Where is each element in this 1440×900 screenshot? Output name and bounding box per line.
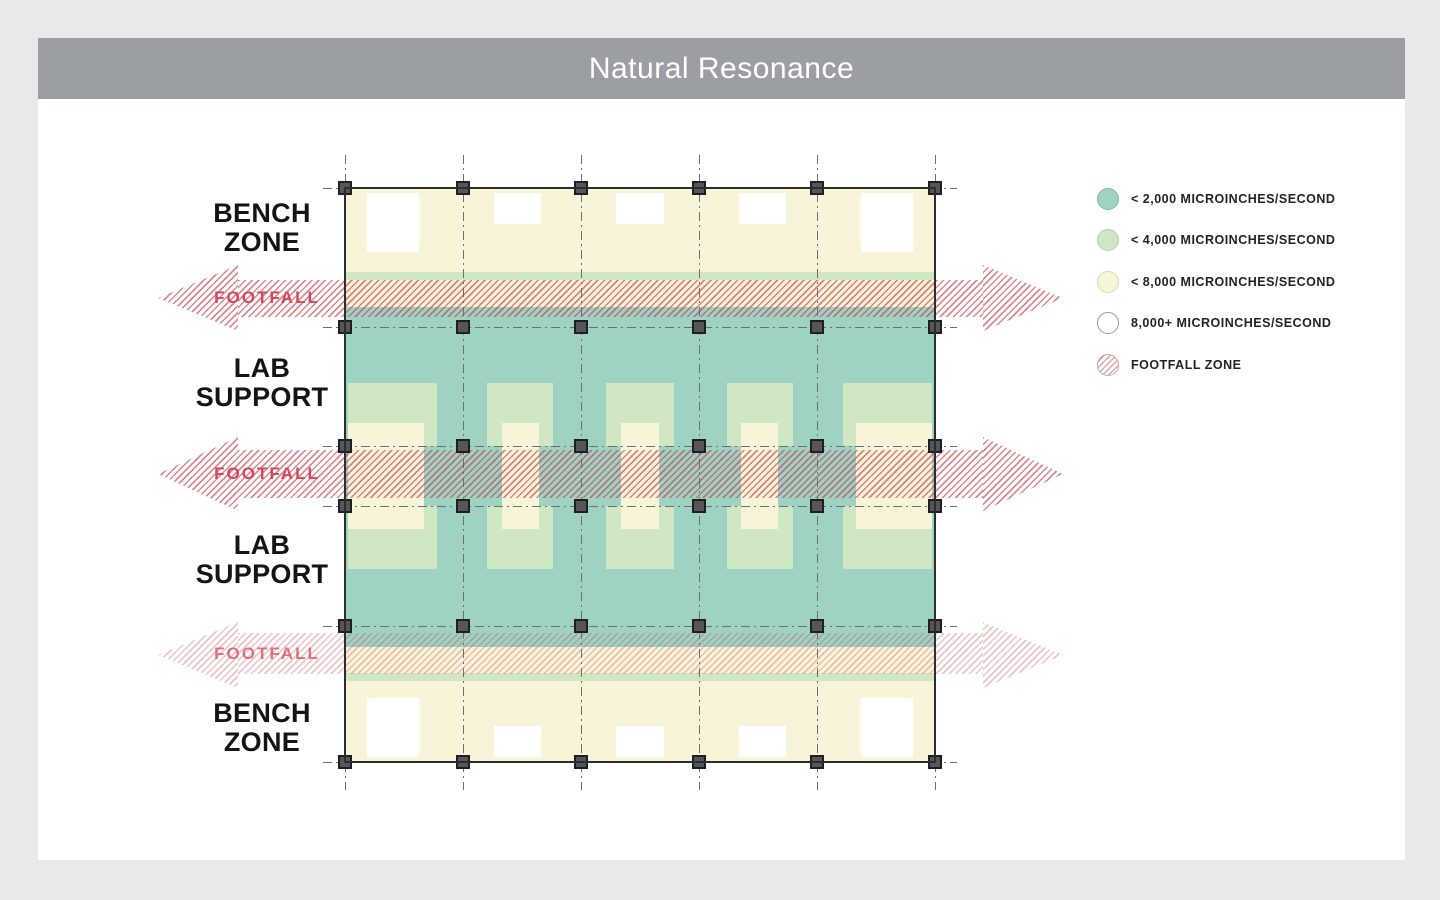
zone-band-yellow bbox=[345, 647, 935, 673]
white-cutout-8000plus bbox=[367, 698, 419, 757]
column-marker bbox=[456, 320, 470, 334]
column-marker bbox=[574, 439, 588, 453]
column-marker bbox=[456, 439, 470, 453]
legend-swatch-teal bbox=[1097, 188, 1119, 210]
legend-item: < 4,000 MICROINCHES/SECOND bbox=[1097, 229, 1335, 251]
legend-item-label: FOOTFALL ZONE bbox=[1131, 358, 1242, 372]
footfall-band bbox=[238, 633, 983, 674]
yellow-zone-rect bbox=[502, 506, 539, 529]
yellow-zone-rect bbox=[502, 423, 539, 446]
yellow-zone-rect bbox=[856, 506, 932, 529]
zone-label-lab-support-lower: LAB SUPPORT bbox=[112, 531, 412, 589]
column-marker bbox=[574, 619, 588, 633]
page-title: Natural Resonance bbox=[588, 51, 855, 85]
white-cutout-8000plus bbox=[367, 193, 419, 252]
column-marker bbox=[692, 320, 706, 334]
legend-item: FOOTFALL ZONE bbox=[1097, 354, 1241, 376]
zone-band-green bbox=[345, 272, 935, 280]
zone-label-line: LAB bbox=[233, 530, 291, 560]
zone-label-line: BENCH bbox=[213, 698, 311, 728]
zone-band-green bbox=[345, 673, 935, 681]
legend-item: 8,000+ MICROINCHES/SECOND bbox=[1097, 312, 1331, 334]
legend-swatch-yellow bbox=[1097, 271, 1119, 293]
column-marker bbox=[810, 619, 824, 633]
title-bar: Natural Resonance bbox=[38, 38, 1405, 99]
white-cutout-8000plus bbox=[739, 726, 786, 757]
footfall-label: FOOTFALL bbox=[214, 644, 320, 663]
footfall-arrowhead-right bbox=[983, 622, 1063, 688]
grid-line-horizontal bbox=[323, 327, 957, 328]
zone-label-line: ZONE bbox=[223, 727, 301, 757]
footfall-band bbox=[238, 280, 983, 317]
footfall-arrowhead-right bbox=[983, 265, 1063, 331]
column-marker bbox=[692, 499, 706, 513]
yellow-zone-rect bbox=[741, 506, 778, 529]
legend-item-label: < 2,000 MICROINCHES/SECOND bbox=[1131, 192, 1336, 206]
legend-item-label: < 8,000 MICROINCHES/SECOND bbox=[1131, 275, 1336, 289]
white-cutout-8000plus bbox=[616, 726, 664, 757]
column-marker bbox=[574, 499, 588, 513]
column-marker bbox=[456, 619, 470, 633]
column-marker bbox=[692, 439, 706, 453]
legend-item-label: < 4,000 MICROINCHES/SECOND bbox=[1131, 233, 1336, 247]
white-cutout-8000plus bbox=[861, 193, 913, 252]
legend-swatch-white bbox=[1097, 312, 1119, 334]
footfall-label: FOOTFALL bbox=[214, 288, 320, 307]
yellow-zone-rect bbox=[348, 423, 424, 446]
footfall-band bbox=[238, 450, 983, 498]
white-cutout-8000plus bbox=[616, 193, 664, 224]
column-marker bbox=[574, 320, 588, 334]
legend-item-label: 8,000+ MICROINCHES/SECOND bbox=[1131, 316, 1332, 330]
column-marker bbox=[692, 619, 706, 633]
zone-label-lab-support-upper: LAB SUPPORT bbox=[112, 354, 412, 412]
footfall-label: FOOTFALL bbox=[214, 464, 320, 483]
yellow-zone-rect bbox=[621, 506, 659, 529]
white-cutout-8000plus bbox=[494, 193, 541, 224]
yellow-zone-rect bbox=[621, 423, 659, 446]
footfall-arrowhead-right bbox=[983, 437, 1063, 511]
grid-line-horizontal bbox=[323, 446, 957, 447]
column-marker bbox=[456, 499, 470, 513]
white-cutout-8000plus bbox=[861, 698, 913, 757]
zone-label-line: SUPPORT bbox=[195, 559, 329, 589]
legend-swatch-hatch bbox=[1097, 354, 1119, 376]
column-marker bbox=[810, 320, 824, 334]
column-marker bbox=[810, 439, 824, 453]
zone-label-bench-top: BENCH ZONE bbox=[112, 199, 412, 257]
zone-label-line: BENCH bbox=[213, 198, 311, 228]
white-cutout-8000plus bbox=[739, 193, 786, 224]
grid-line-horizontal bbox=[323, 506, 957, 507]
yellow-zone-rect bbox=[856, 423, 932, 446]
legend-item: < 8,000 MICROINCHES/SECOND bbox=[1097, 271, 1335, 293]
yellow-zone-rect bbox=[741, 423, 778, 446]
column-marker bbox=[810, 499, 824, 513]
zone-label-line: ZONE bbox=[223, 227, 301, 257]
yellow-zone-rect bbox=[348, 506, 424, 529]
zone-label-bench-bottom: BENCH ZONE bbox=[112, 699, 412, 757]
white-cutout-8000plus bbox=[494, 726, 541, 757]
zone-label-line: LAB bbox=[233, 353, 291, 383]
grid-line-horizontal bbox=[323, 626, 957, 627]
zone-label-line: SUPPORT bbox=[195, 382, 329, 412]
legend-swatch-green bbox=[1097, 229, 1119, 251]
legend-item: < 2,000 MICROINCHES/SECOND bbox=[1097, 188, 1335, 210]
plan-outline bbox=[344, 187, 936, 763]
